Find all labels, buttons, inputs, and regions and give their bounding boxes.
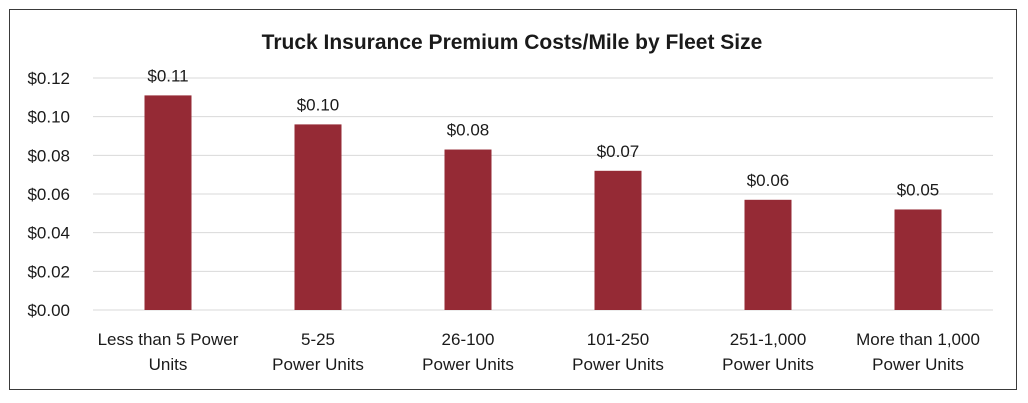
chart-title: Truck Insurance Premium Costs/Mile by Fl… [262,31,763,54]
y-tick-label: $0.00 [27,301,70,320]
data-label: $0.07 [597,142,640,161]
x-category-label: Power Units [572,355,664,374]
bar [744,199,792,310]
data-labels: $0.11 $0.10 $0.08 $0.07 $0.06 $0.05 [147,66,939,199]
bar [144,95,192,311]
bars [144,95,942,311]
y-tick-label: $0.08 [27,146,70,165]
y-tick-label: $0.10 [27,108,70,127]
x-category-label: Power Units [422,355,514,374]
y-tick-label: $0.04 [27,224,70,243]
bar [444,149,492,310]
bar [894,209,942,310]
x-category-label: More than 1,000 [856,330,980,349]
gridlines [93,77,993,311]
x-category-label: Units [149,355,188,374]
x-category-label: 5-25 [301,330,335,349]
x-category-label: 251-1,000 [730,330,807,349]
data-label: $0.11 [147,66,188,85]
data-label: $0.06 [747,171,790,190]
x-category-label: 101-250 [587,330,649,349]
data-label: $0.08 [447,121,490,140]
x-category-label: 26-100 [442,330,495,349]
x-category-label: Power Units [272,355,364,374]
x-category-label: Power Units [872,355,964,374]
x-category-label: Less than 5 Power [98,330,239,349]
y-axis-ticks: $0.00 $0.02 $0.04 $0.06 $0.08 $0.10 $0.12 [27,69,70,320]
x-axis-categories: Less than 5 Power Units 5-25 Power Units 26-… [98,330,980,374]
y-tick-label: $0.02 [27,262,70,281]
bar [594,170,642,310]
x-category-label: Power Units [722,355,814,374]
bar [294,124,342,311]
y-tick-label: $0.06 [27,185,70,204]
y-tick-label: $0.12 [27,69,70,88]
data-label: $0.05 [897,180,940,199]
data-label: $0.10 [297,95,340,114]
